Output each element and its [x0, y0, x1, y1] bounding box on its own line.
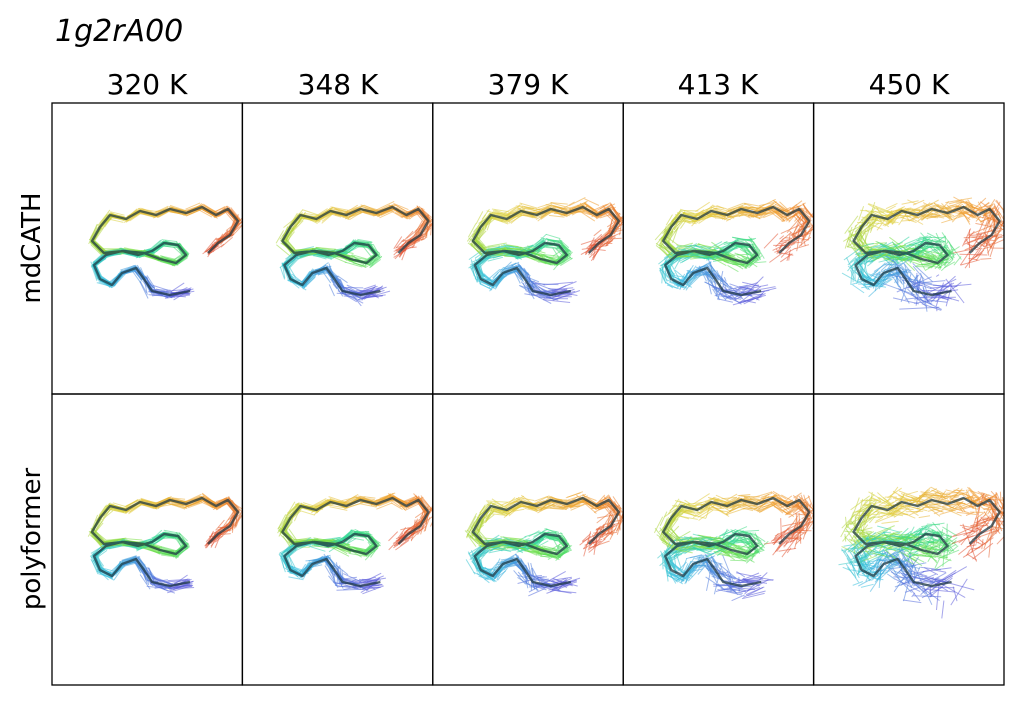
reference-structure [471, 496, 620, 588]
column-label-348k: 348 K [297, 68, 379, 101]
trajectory-ensemble [464, 491, 624, 597]
panel-mdcath-2 [241, 102, 434, 395]
reference-structure [471, 205, 620, 297]
trajectory-ensemble [838, 486, 1004, 619]
column-label-413k: 413 K [677, 68, 759, 101]
reference-structure [662, 205, 811, 297]
reference-structure [852, 205, 1001, 297]
panel-border [812, 393, 1005, 686]
reference-structure [662, 496, 811, 588]
panel-polyformer-2 [241, 393, 434, 686]
panel-mdcath-1 [51, 102, 244, 395]
reference-structure [90, 205, 240, 297]
reference-structure [281, 205, 430, 297]
trajectory-ensemble [88, 202, 243, 301]
trajectory-ensemble [841, 196, 1004, 312]
panel-mdcath-4 [622, 102, 815, 395]
trajectory-ensemble [87, 492, 243, 594]
reference-structure [852, 496, 1001, 588]
panel-polyformer-4 [622, 393, 815, 686]
trajectory-ensemble [653, 490, 814, 602]
column-label-379k: 379 K [487, 68, 569, 101]
reference-structure [90, 496, 240, 588]
trajectory-ensemble [275, 200, 433, 307]
panel-polyformer-1 [51, 393, 244, 686]
panel-polyformer-5 [812, 393, 1005, 686]
trajectory-ensemble [277, 492, 433, 595]
panel-mdcath-5 [812, 102, 1005, 395]
trajectory-ensemble [654, 198, 814, 306]
column-label-450k: 450 K [868, 68, 950, 101]
panel-mdcath-3 [432, 102, 624, 395]
reference-structure [281, 496, 430, 588]
panel-polyformer-3 [432, 393, 624, 686]
trajectory-ensemble [466, 197, 624, 304]
figure-title: 1g2rA00 [55, 14, 184, 49]
column-label-320k: 320 K [106, 68, 188, 101]
